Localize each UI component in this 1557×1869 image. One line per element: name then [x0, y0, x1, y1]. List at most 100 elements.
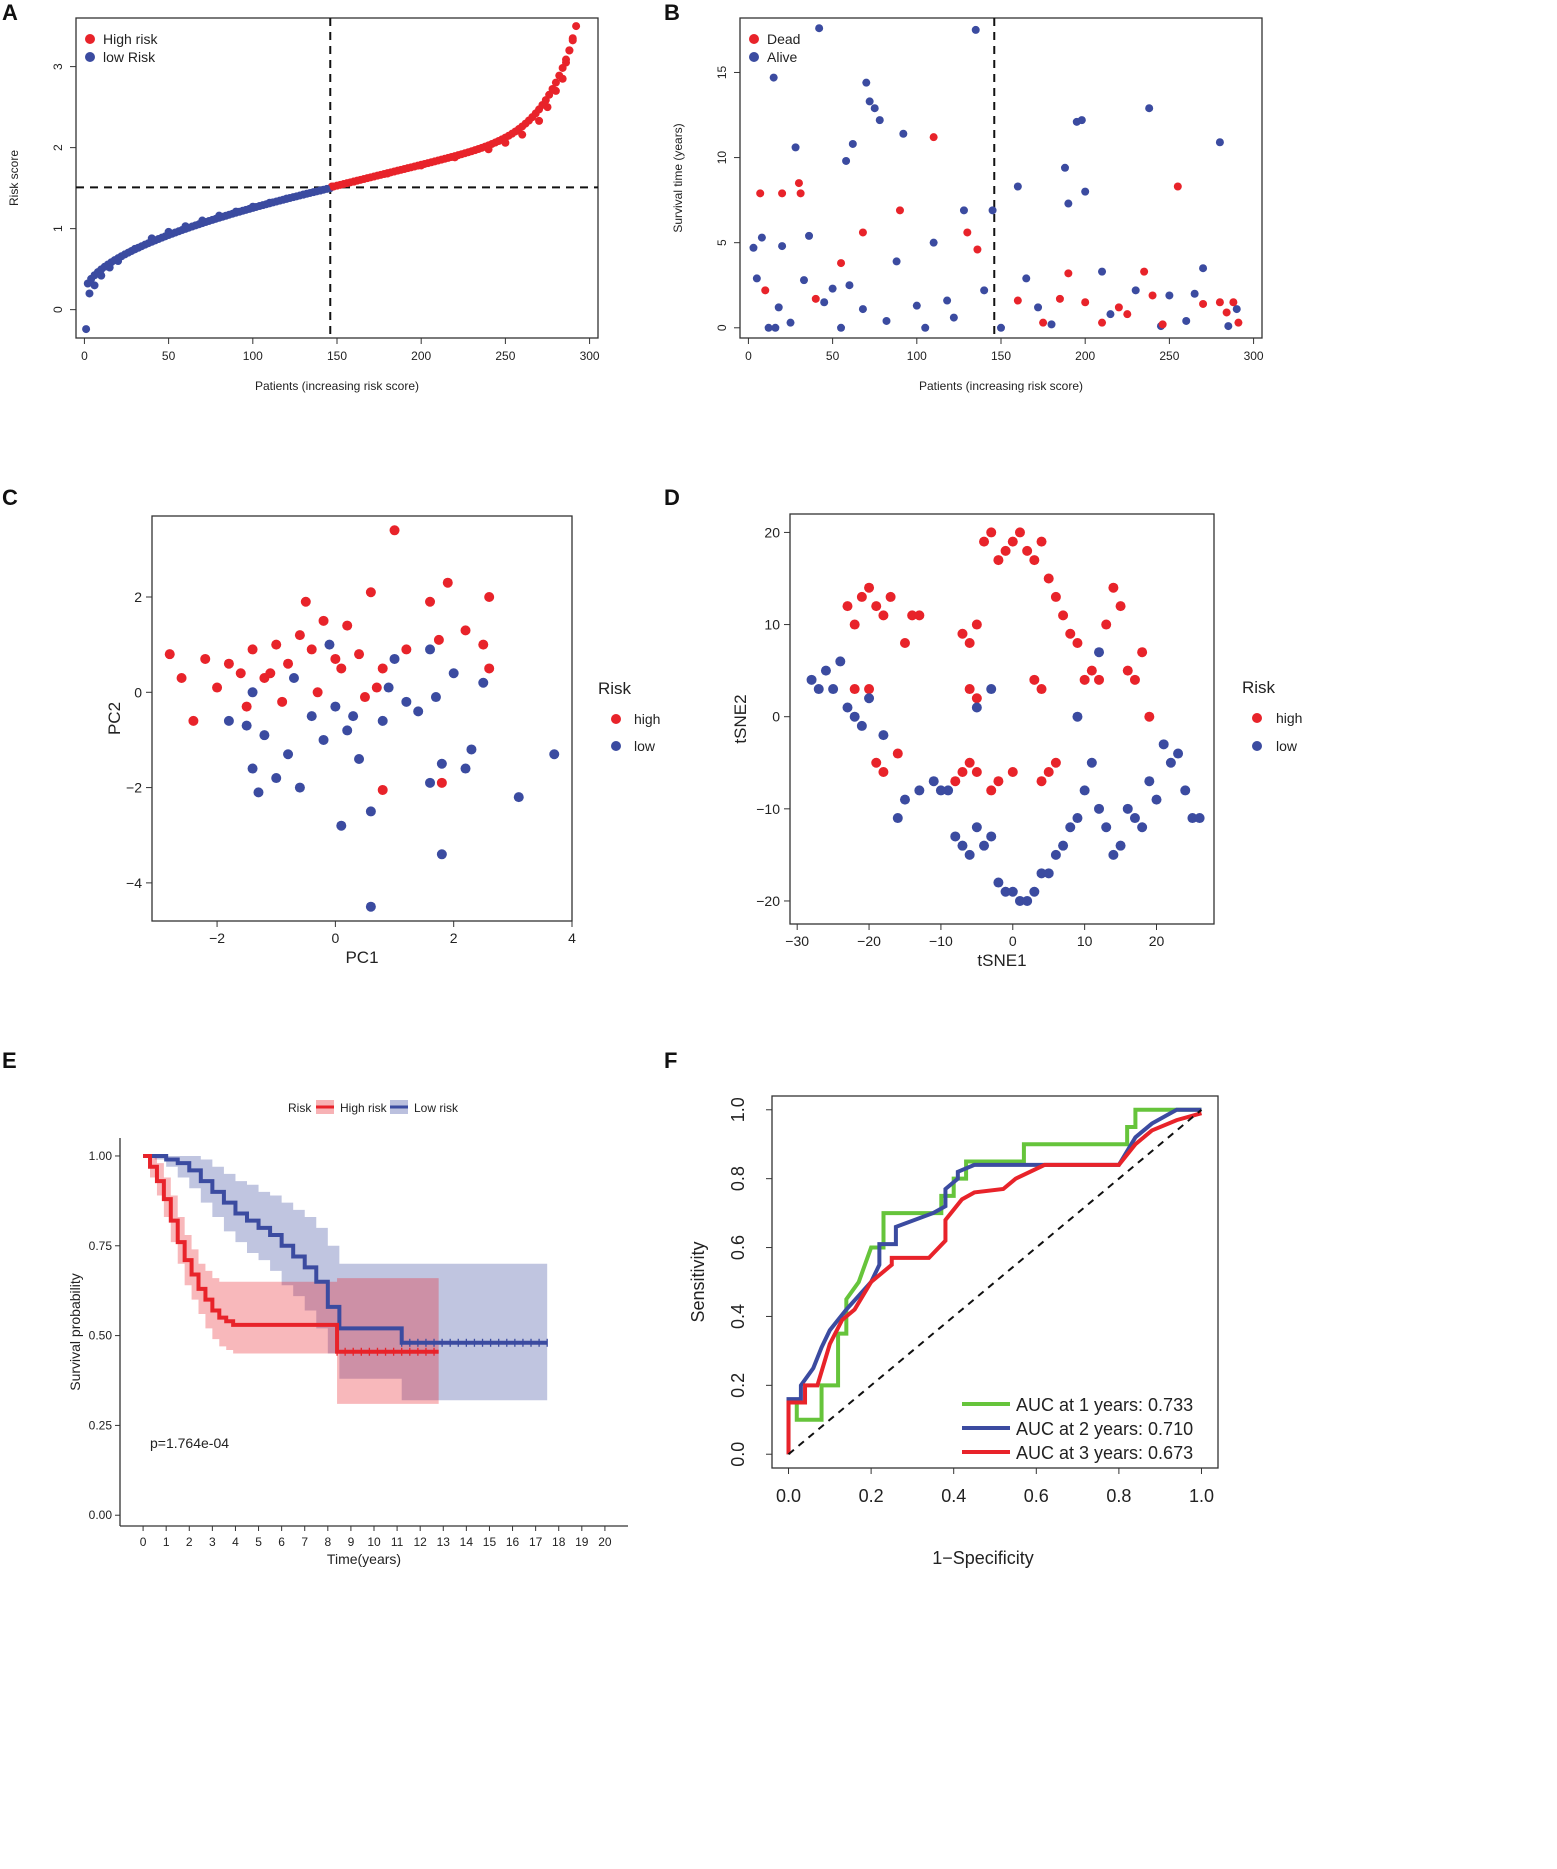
legend-dead: Dead [767, 31, 800, 47]
data-point [813, 684, 824, 695]
kaplan-meier-chart: 0 1 2 3 4 5 6 7 8 9 10 11 12 13 14 15 16 17 18 19 200.000.25… [67, 1100, 628, 1567]
data-point [849, 711, 860, 722]
data-point [1199, 264, 1208, 273]
data-point [1007, 886, 1018, 897]
x-tick-label: 2 [186, 1535, 193, 1549]
x-tick-label: 7 [301, 1535, 308, 1549]
data-point [247, 763, 258, 774]
data-point [1094, 674, 1105, 685]
data-point [864, 684, 875, 695]
x-tick-label: 0 [1009, 933, 1017, 949]
legend-low-marker [611, 741, 621, 751]
data-point [971, 702, 982, 713]
data-point [929, 133, 938, 142]
data-point [849, 619, 860, 630]
data-point [1215, 298, 1224, 307]
x-tick-label: −20 [857, 933, 881, 949]
data-point [862, 78, 871, 87]
x-tick-label: 200 [1075, 349, 1095, 363]
data-point [1079, 785, 1090, 796]
legend-dead-marker [749, 34, 759, 44]
x-tick-label: 17 [529, 1535, 543, 1549]
x-tick-label: 50 [826, 349, 840, 363]
data-point [336, 820, 347, 831]
data-point [778, 189, 787, 198]
data-point [85, 289, 94, 298]
data-point [549, 749, 560, 760]
data-point [436, 777, 447, 788]
data-point [365, 806, 376, 817]
data-point [277, 696, 288, 707]
data-point [1129, 813, 1140, 824]
data-point [354, 649, 365, 660]
data-point [764, 323, 773, 332]
data-point [769, 73, 778, 82]
data-point [425, 644, 436, 655]
panel-label-f: F [664, 1048, 678, 1073]
legend-label: AUC at 2 years: 0.710 [1016, 1419, 1193, 1439]
y-tick-label: 10 [764, 617, 780, 633]
plot-frame [739, 17, 1263, 339]
x-tick-label: 300 [1244, 349, 1264, 363]
x-axis-label: Patients (increasing risk score) [255, 379, 419, 393]
data-point [359, 692, 370, 703]
data-point [342, 725, 353, 736]
data-point [848, 139, 857, 148]
data-point [865, 97, 874, 106]
data-point [283, 658, 294, 669]
data-point [1144, 776, 1155, 787]
y-tick-label: 0.6 [728, 1235, 748, 1260]
confidence-band [143, 1155, 439, 1404]
data-point [436, 849, 447, 860]
data-point [1199, 299, 1208, 308]
x-tick-label: 200 [411, 349, 431, 363]
data-point [805, 231, 814, 240]
data-point [892, 813, 903, 824]
y-tick-label: 0.2 [728, 1373, 748, 1398]
data-point [354, 754, 365, 764]
data-point [964, 757, 975, 768]
legend-high-marker [1252, 713, 1262, 723]
data-point [929, 238, 938, 247]
data-point [1022, 274, 1031, 283]
data-point [1072, 813, 1083, 824]
data-point [971, 25, 980, 34]
data-point [1055, 294, 1064, 303]
legend-high-risk-marker [85, 34, 95, 44]
data-point [914, 610, 925, 621]
data-point [1065, 628, 1076, 639]
data-point [241, 720, 252, 731]
x-tick-label: 15 [483, 1535, 497, 1549]
x-tick-label: 18 [552, 1535, 566, 1549]
data-point [774, 303, 783, 312]
data-point [425, 777, 436, 788]
data-point [389, 653, 400, 664]
panel-label-a: A [2, 0, 18, 25]
data-point [448, 668, 459, 679]
plot-frame [151, 515, 573, 922]
x-tick-label: 100 [243, 349, 263, 363]
data-point [1050, 757, 1061, 768]
data-point [979, 840, 990, 851]
data-point [1224, 322, 1233, 331]
y-tick-label: 0.4 [728, 1304, 748, 1329]
data-point [188, 715, 199, 726]
data-point [1036, 776, 1047, 787]
x-tick-label: 10 [367, 1535, 381, 1549]
x-tick-label: 0.2 [859, 1486, 884, 1506]
panel-label-c: C [2, 485, 18, 510]
data-point [882, 316, 891, 325]
data-point [856, 720, 867, 731]
data-point [306, 644, 317, 655]
data-point [300, 596, 311, 607]
x-axis-label: Patients (increasing risk score) [919, 379, 1083, 393]
y-tick-label: 2 [51, 144, 65, 151]
y-tick-label: −10 [756, 801, 780, 817]
data-point [484, 592, 495, 602]
survival-time-chart: 0 50 100 150 200 250 300 0 5 10 15 Patients (increa… [671, 17, 1264, 393]
data-point [324, 639, 335, 650]
data-point [871, 757, 882, 768]
data-point [235, 668, 246, 679]
tsne-chart: −30 −20 −10 0 10 20 −20 −10 0 10 20 tSNE1 tSNE2 Riskh… [731, 513, 1302, 970]
roc-curve [786, 1111, 1203, 1455]
